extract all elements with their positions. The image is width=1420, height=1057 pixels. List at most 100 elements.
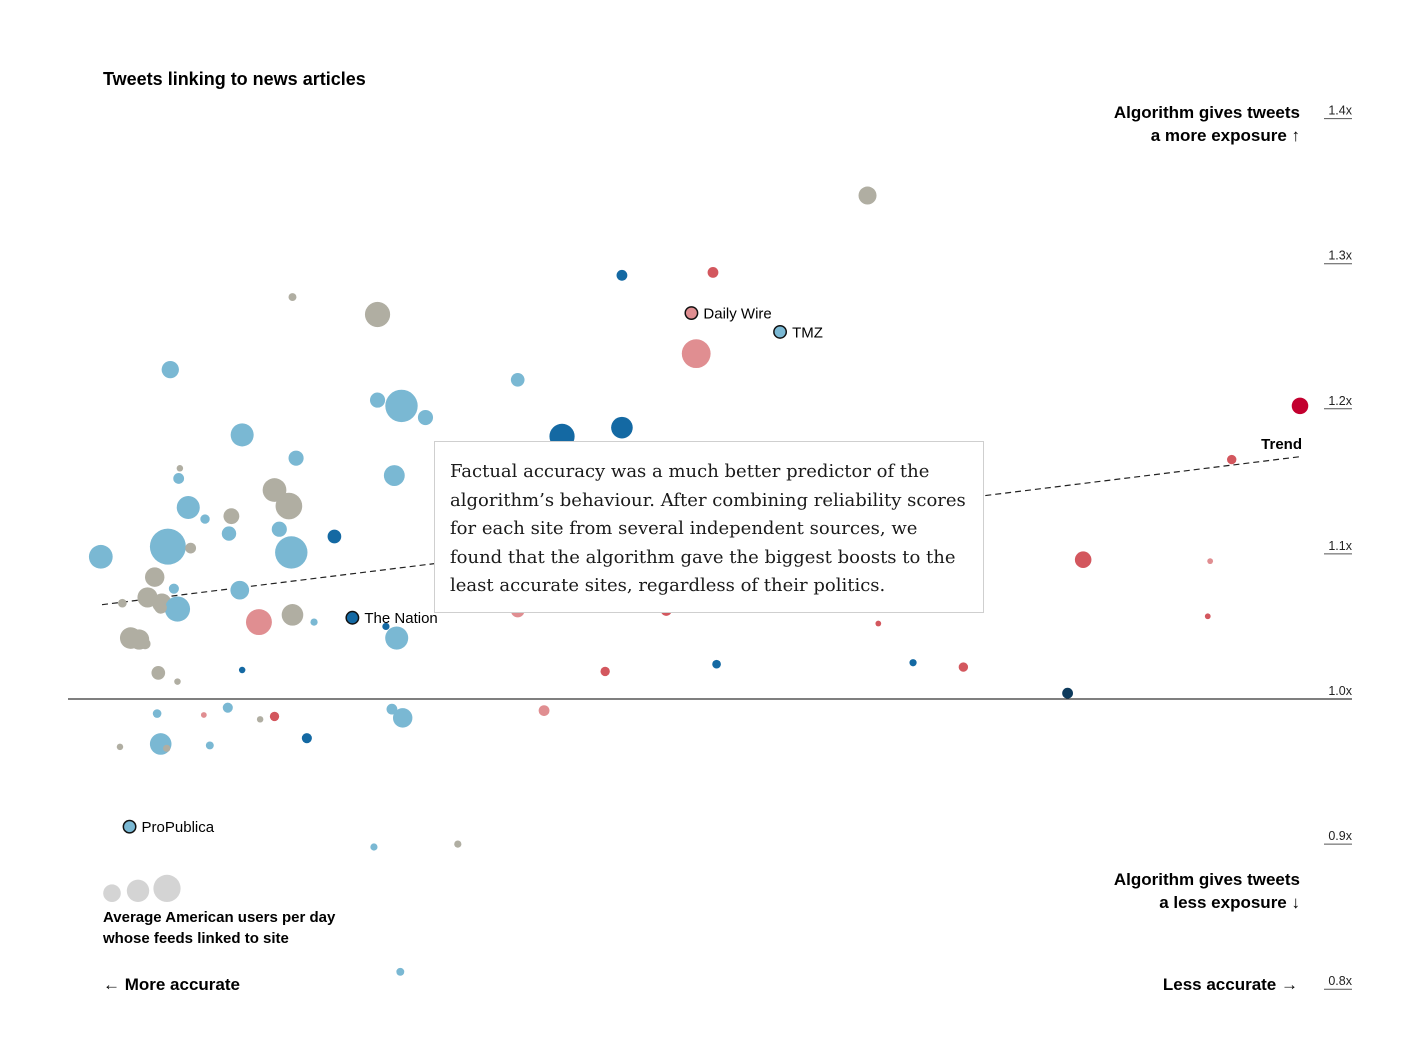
data-point — [222, 702, 233, 713]
data-point — [164, 596, 191, 622]
data-point — [1074, 551, 1092, 568]
data-point — [1227, 454, 1237, 465]
more-accurate-label: ← More accurate — [103, 975, 240, 994]
data-point — [275, 536, 308, 569]
y-tick-label: 1.2x — [1328, 394, 1352, 408]
data-point — [681, 339, 711, 369]
data-point — [230, 423, 254, 447]
data-point — [364, 301, 391, 328]
data-point — [221, 526, 237, 541]
trend-label: Trend — [1261, 436, 1302, 453]
data-point — [370, 843, 378, 851]
data-point — [383, 465, 405, 486]
data-point — [1204, 613, 1211, 620]
data-point — [1291, 397, 1309, 415]
data-point — [1062, 687, 1073, 699]
data-point — [223, 508, 240, 525]
data-point — [245, 609, 272, 636]
data-point — [151, 666, 166, 680]
labeled-points: Daily Wire TMZ The Nation ProPublica — [122, 306, 823, 836]
data-point — [417, 409, 434, 426]
y-tick-label: 1.0x — [1328, 684, 1352, 698]
labeled-point — [345, 610, 360, 625]
more-exposure-label-line2: a more exposure ↑ — [1151, 126, 1300, 145]
point-label: Daily Wire — [703, 306, 771, 323]
data-point — [269, 711, 280, 722]
annotation-text: Factual accuracy was a much better predi… — [450, 461, 966, 597]
size-legend-medium — [126, 879, 150, 902]
data-point — [275, 492, 303, 520]
data-point — [712, 659, 721, 669]
less-exposure-label-line2: a less exposure ↓ — [1159, 893, 1300, 912]
data-point — [281, 604, 304, 626]
data-point — [163, 744, 171, 752]
data-point — [707, 267, 719, 278]
less-accurate-label: Less accurate → — [1163, 975, 1298, 994]
data-point — [616, 269, 628, 281]
less-exposure-label-line1: Algorithm gives tweets — [1114, 870, 1300, 889]
data-point — [310, 618, 318, 626]
data-point — [1207, 558, 1214, 565]
data-point — [176, 495, 200, 519]
data-point — [200, 514, 210, 524]
data-point — [538, 705, 550, 717]
data-point — [600, 666, 610, 677]
data-point — [154, 601, 167, 614]
data-point — [858, 186, 877, 205]
more-exposure-label-line1: Algorithm gives tweets — [1114, 103, 1300, 122]
data-point — [139, 638, 151, 650]
data-point — [149, 528, 186, 565]
data-point — [173, 473, 185, 484]
y-tick-label: 1.4x — [1328, 104, 1352, 118]
point-label: TMZ — [792, 324, 823, 341]
data-point — [185, 542, 197, 554]
data-point — [958, 662, 969, 672]
y-tick-label: 1.1x — [1328, 539, 1352, 553]
data-point — [386, 703, 398, 715]
data-point — [118, 598, 127, 608]
data-point — [288, 293, 297, 302]
data-point — [116, 743, 124, 751]
size-legend-small — [103, 884, 121, 902]
y-tick-label: 0.9x — [1328, 829, 1352, 843]
data-point — [385, 626, 409, 650]
point-label: The Nation — [364, 610, 437, 627]
y-tick-label: 1.3x — [1328, 249, 1352, 263]
data-point — [205, 741, 214, 750]
data-point — [875, 620, 882, 627]
data-point — [152, 709, 162, 718]
data-point — [161, 360, 179, 379]
data-point — [174, 678, 181, 685]
annotation-box: Factual accuracy was a much better predi… — [434, 441, 984, 613]
chart-title: Tweets linking to news articles — [103, 69, 366, 89]
data-point — [369, 392, 386, 408]
data-point — [168, 583, 179, 594]
data-point — [271, 521, 287, 537]
data-point — [327, 529, 342, 544]
point-label: ProPublica — [142, 819, 215, 836]
data-point — [238, 666, 246, 674]
data-point — [385, 389, 418, 423]
data-point — [200, 712, 207, 718]
labeled-point — [122, 819, 137, 834]
data-point — [176, 465, 184, 472]
labeled-point — [684, 306, 699, 320]
data-point — [392, 708, 413, 728]
data-point — [396, 967, 405, 976]
size-legend-label-line2: whose feeds linked to site — [102, 930, 289, 947]
y-tick-label: 0.8x — [1328, 974, 1352, 988]
y-axis: 1.4x 1.3x 1.2x 1.1x 1.0x 0.9x 0.8x — [1324, 104, 1353, 990]
data-point — [230, 580, 250, 600]
data-point — [510, 372, 525, 387]
size-legend-large — [153, 874, 181, 903]
size-legend: Average American users per day whose fee… — [102, 874, 336, 947]
data-point — [144, 567, 165, 587]
data-point — [454, 840, 462, 848]
data-point — [909, 659, 917, 667]
data-point — [288, 450, 304, 466]
size-legend-label-line1: Average American users per day — [103, 909, 336, 926]
data-point — [88, 544, 113, 569]
data-points — [88, 186, 1309, 976]
data-point — [301, 733, 312, 744]
